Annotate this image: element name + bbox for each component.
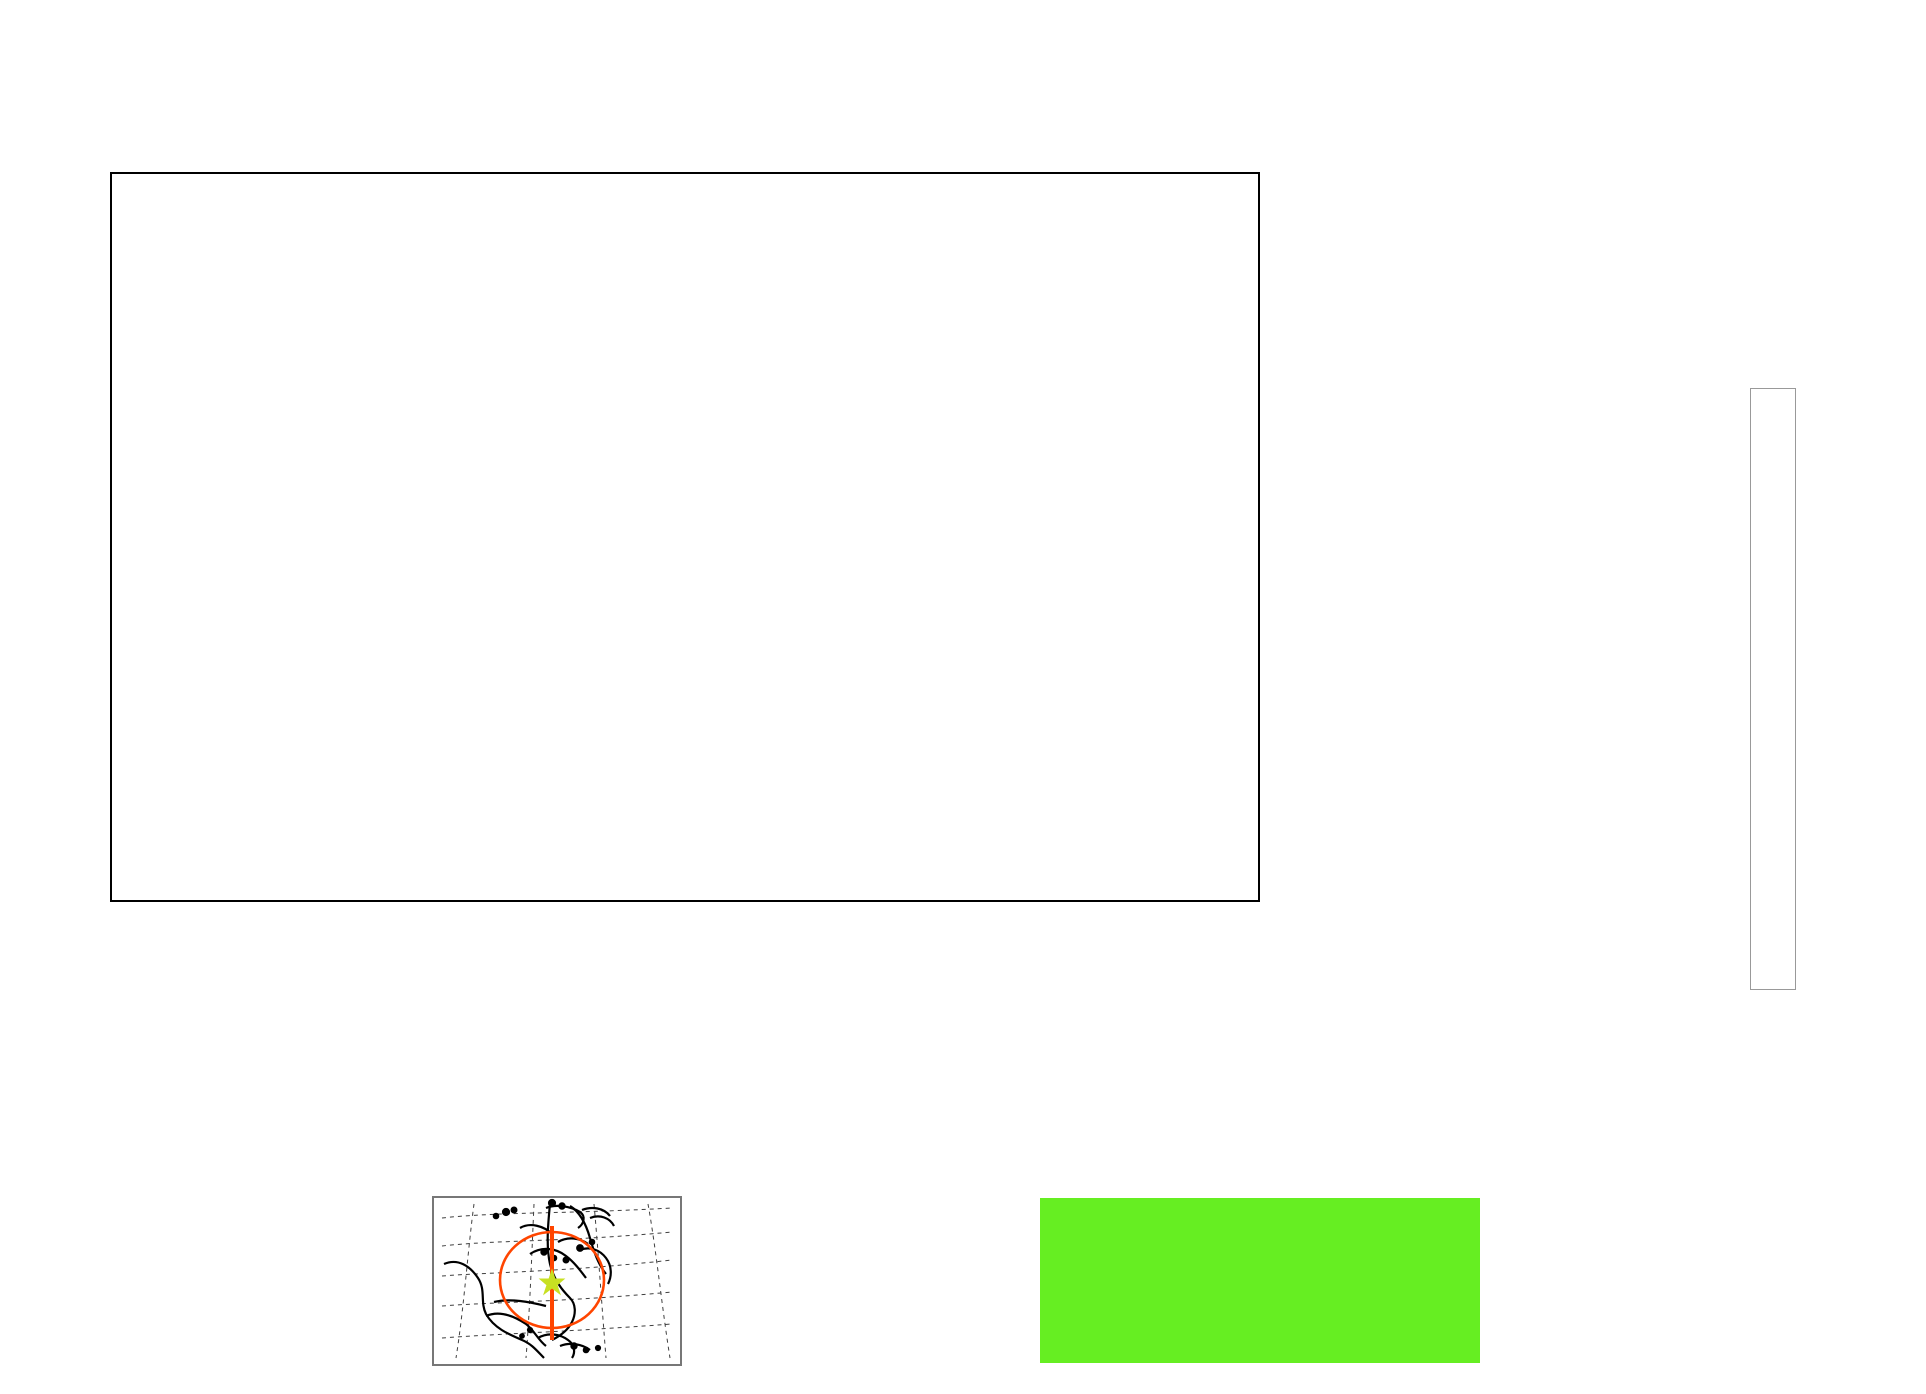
coastlines <box>443 1198 615 1359</box>
inset-station-marker <box>538 1268 566 1296</box>
graticule <box>441 1203 673 1359</box>
cross-section-plot[interactable] <box>110 172 1260 902</box>
colorbar[interactable] <box>1750 388 1796 990</box>
co-field <box>112 174 1258 900</box>
legend[interactable] <box>1040 1198 1480 1363</box>
inset-map-svg <box>441 1198 673 1359</box>
inset-map[interactable] <box>432 1196 682 1366</box>
